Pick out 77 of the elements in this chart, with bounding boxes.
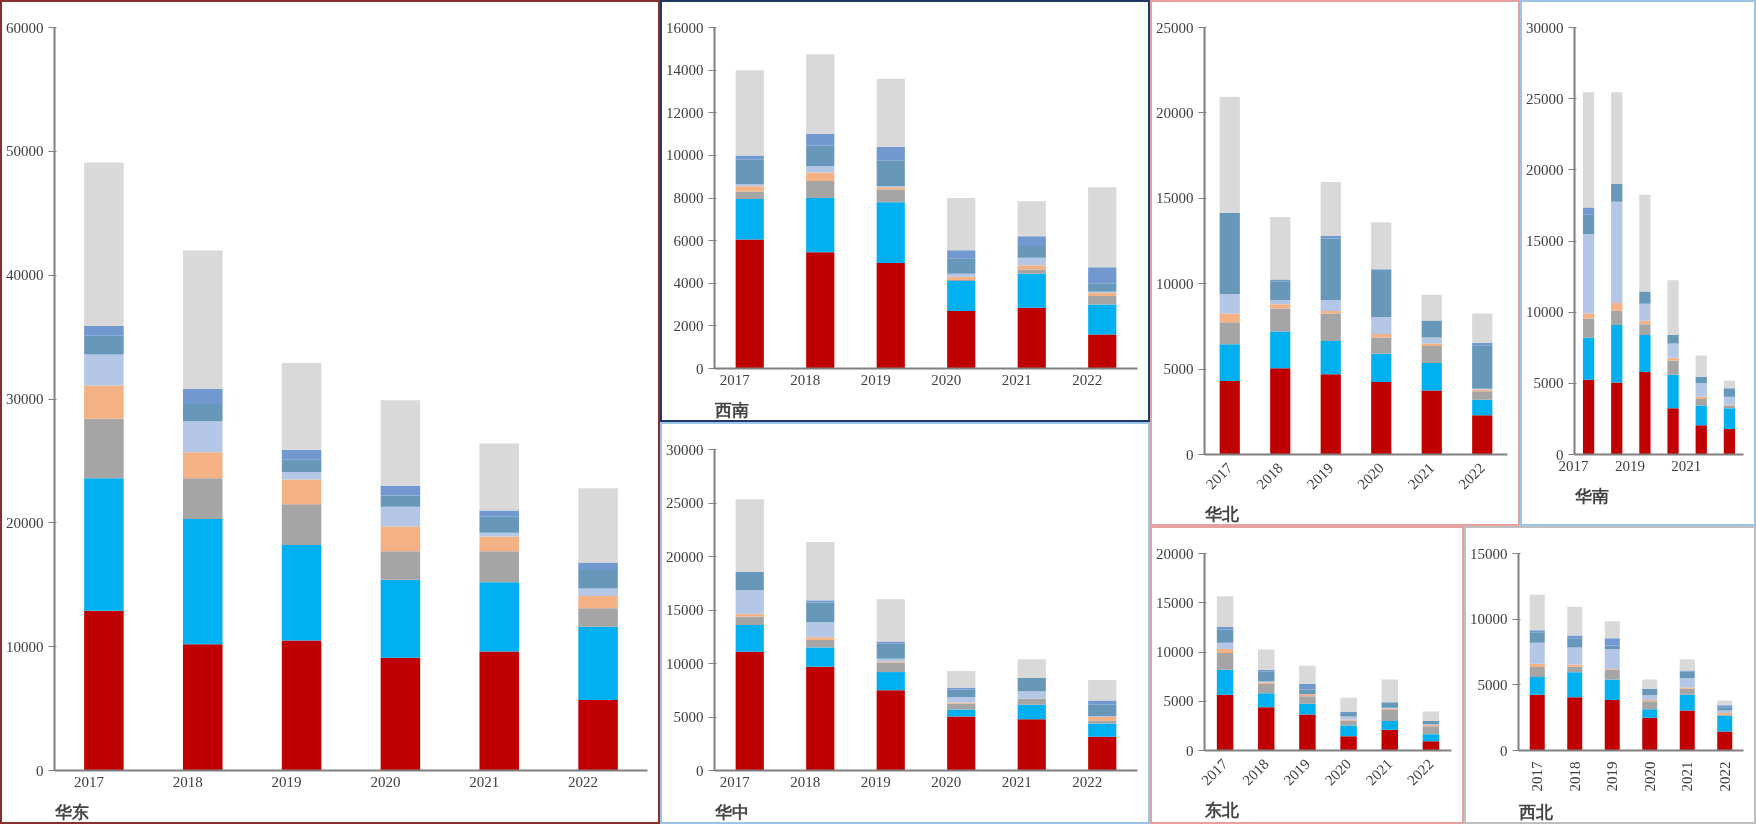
text: 西南 <box>713 399 749 420</box>
text: 华北 <box>1203 503 1240 524</box>
y-tick-label: 10000 <box>666 147 704 164</box>
y-tick-label: 0 <box>1186 742 1194 759</box>
x-tick-label: 2022 <box>1716 761 1733 792</box>
x-tick-label: 2019 <box>1604 761 1621 792</box>
y-tick-label: 60000 <box>6 19 44 36</box>
text: 华南 <box>1573 485 1609 506</box>
x-tick-label: 2019 <box>860 371 891 388</box>
y-tick-label: 10000 <box>6 638 44 655</box>
text: 西北 <box>1517 801 1554 822</box>
x-tick-label: 2018 <box>1566 761 1583 792</box>
x-tick-label: 2021 <box>1001 773 1032 790</box>
y-tick-label: 5000 <box>1533 375 1564 392</box>
x-tick-label: 2020 <box>931 371 962 388</box>
y-tick-label: 6000 <box>673 232 704 249</box>
y-tick-label: 15000 <box>1526 233 1564 249</box>
y-tick-label: 30000 <box>6 391 44 407</box>
y-tick-label: 50000 <box>6 143 44 160</box>
y-tick-label: 30000 <box>1526 19 1564 36</box>
x-tick-label: 2022 <box>1072 773 1103 790</box>
y-tick-label: 20000 <box>1526 161 1564 178</box>
y-tick-label: 30000 <box>666 441 704 458</box>
y-tick-label: 8000 <box>673 190 704 206</box>
x-tick-label: 2021 <box>1671 457 1702 474</box>
y-tick-label: 12000 <box>666 104 704 121</box>
y-tick-label: 10000 <box>1470 611 1508 628</box>
y-tick-label: 20000 <box>1156 545 1194 562</box>
x-tick-label: 2018 <box>790 371 821 388</box>
x-tick-label: 2019 <box>271 773 302 790</box>
x-tick-label: 2022 <box>1072 371 1103 388</box>
x-tick-label: 2020 <box>931 773 962 790</box>
x-tick-label: 2017 <box>719 773 751 790</box>
y-tick-label: 10000 <box>666 655 704 672</box>
y-tick-label: 10000 <box>1156 644 1194 660</box>
y-tick-label: 5000 <box>673 709 704 725</box>
y-tick-label: 25000 <box>666 495 704 511</box>
x-tick-label: 2019 <box>1614 457 1645 474</box>
x-tick-label: 2017 <box>1529 761 1546 792</box>
x-tick-label: 2018 <box>172 773 203 790</box>
x-tick-label: 2022 <box>568 773 599 790</box>
y-tick-label: 5000 <box>1163 361 1194 378</box>
y-tick-label: 10000 <box>1156 275 1194 292</box>
x-tick-label: 2021 <box>1679 761 1696 792</box>
y-tick-label: 0 <box>696 762 704 779</box>
y-tick-label: 40000 <box>6 267 44 284</box>
y-tick-label: 20000 <box>1156 104 1194 121</box>
x-tick-label: 2017 <box>719 371 751 388</box>
y-tick-label: 20000 <box>666 548 704 565</box>
text: 东北 <box>1203 799 1240 820</box>
x-tick-label: 2021 <box>1001 371 1032 388</box>
y-tick-label: 16000 <box>666 19 704 36</box>
y-tick-label: 25000 <box>1526 90 1564 107</box>
x-tick-label: 2021 <box>469 773 500 790</box>
y-tick-label: 15000 <box>1156 594 1194 611</box>
y-tick-label: 15000 <box>666 602 704 618</box>
y-tick-label: 5000 <box>1477 676 1508 693</box>
y-tick-label: 0 <box>36 762 44 779</box>
x-tick-label: 2017 <box>73 773 105 790</box>
x-tick-label: 2019 <box>860 773 891 790</box>
y-tick-label: 15000 <box>1470 545 1508 562</box>
x-tick-label: 2018 <box>790 773 821 790</box>
y-tick-label: 0 <box>696 360 704 377</box>
text: 华中 <box>713 801 749 822</box>
y-tick-label: 25000 <box>1156 19 1194 36</box>
x-tick-label: 2020 <box>370 773 401 790</box>
y-tick-label: 5000 <box>1163 693 1194 710</box>
y-tick-label: 2000 <box>673 317 704 334</box>
y-tick-label: 20000 <box>6 514 44 531</box>
y-tick-label: 0 <box>1186 446 1194 463</box>
text: 华东 <box>53 801 89 822</box>
y-tick-label: 4000 <box>673 275 704 292</box>
y-tick-label: 0 <box>1500 742 1508 759</box>
y-tick-label: 14000 <box>666 62 704 79</box>
y-tick-label: 10000 <box>1526 304 1564 321</box>
x-tick-label: 2020 <box>1641 761 1658 792</box>
y-tick-label: 15000 <box>1156 190 1194 207</box>
